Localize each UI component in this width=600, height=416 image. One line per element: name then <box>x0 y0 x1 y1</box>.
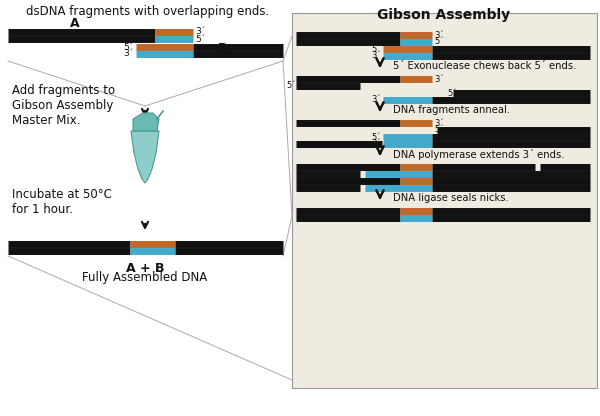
Text: 3´: 3´ <box>434 30 443 40</box>
Text: 5´: 5´ <box>434 126 443 134</box>
Text: A: A <box>70 17 80 30</box>
Text: DNA fragments anneal.: DNA fragments anneal. <box>393 105 510 115</box>
Text: Gibson Assembly: Gibson Assembly <box>377 8 511 22</box>
Text: Incubate at 50°C
for 1 hour.: Incubate at 50°C for 1 hour. <box>12 188 112 216</box>
Text: 3´: 3´ <box>195 27 205 37</box>
Text: 3´: 3´ <box>434 74 443 84</box>
Text: 3´: 3´ <box>371 52 381 60</box>
Text: Add fragments to
Gibson Assembly
Master Mix.: Add fragments to Gibson Assembly Master … <box>12 84 115 127</box>
Text: dsDNA fragments with overlapping ends.: dsDNA fragments with overlapping ends. <box>26 5 269 18</box>
Text: 5´: 5´ <box>447 89 457 97</box>
Text: 3´: 3´ <box>124 50 134 59</box>
Text: Fully Assembled DNA: Fully Assembled DNA <box>82 271 208 284</box>
Text: 5´ Exonuclease chews back 5´ ends.: 5´ Exonuclease chews back 5´ ends. <box>393 61 577 71</box>
Text: 3´: 3´ <box>434 119 443 127</box>
Text: 3´: 3´ <box>371 139 381 149</box>
Polygon shape <box>131 131 159 183</box>
Text: 5´: 5´ <box>371 133 381 141</box>
Text: 5´: 5´ <box>371 45 381 54</box>
Text: A + B: A + B <box>126 262 164 275</box>
Text: 5´: 5´ <box>195 35 205 44</box>
Text: 3´: 3´ <box>371 96 381 104</box>
Text: DNA polymerase extends 3´ ends.: DNA polymerase extends 3´ ends. <box>393 149 565 159</box>
Text: B: B <box>218 42 227 55</box>
Text: DNA ligase seals nicks.: DNA ligase seals nicks. <box>393 193 509 203</box>
Text: 5´: 5´ <box>287 82 296 91</box>
Polygon shape <box>133 113 159 131</box>
Text: 5´: 5´ <box>434 37 443 47</box>
FancyBboxPatch shape <box>292 13 597 388</box>
Text: 5´: 5´ <box>124 42 134 52</box>
